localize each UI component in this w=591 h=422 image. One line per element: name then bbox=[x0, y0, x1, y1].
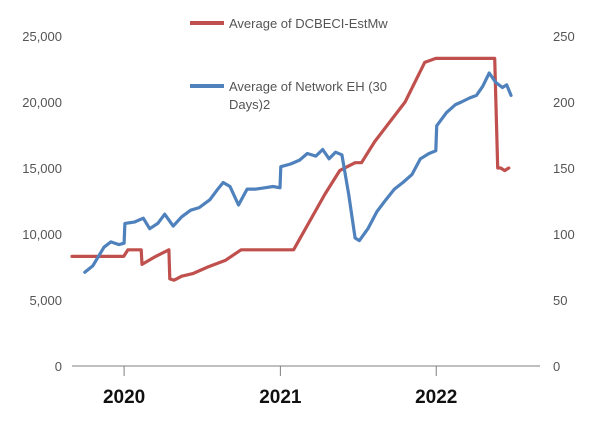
series-line-dcbeci bbox=[70, 56, 511, 282]
left-tick-label: 0 bbox=[55, 359, 62, 374]
series-line-network-eh bbox=[83, 71, 513, 274]
left-tick-label: 20,000 bbox=[22, 95, 62, 110]
right-tick-label: 200 bbox=[553, 95, 575, 110]
legend-label-dcbeci: Average of DCBECI-EstMw bbox=[229, 16, 388, 31]
right-tick-label: 150 bbox=[553, 161, 575, 176]
left-y-axis-ticks: 0 5,000 10,000 15,000 20,000 25,000 bbox=[22, 29, 62, 374]
left-tick-label: 10,000 bbox=[22, 227, 62, 242]
legend-label-network-eh: Average of Network EH (30 Days)2 bbox=[229, 79, 387, 112]
x-axis-ticks: 2020 2021 2022 bbox=[103, 366, 457, 408]
series-lines bbox=[70, 56, 513, 282]
legend: Average of DCBECI-EstMw Average of Netwo… bbox=[190, 16, 388, 112]
x-tick-label: 2020 bbox=[103, 387, 145, 408]
x-tick-label: 2022 bbox=[415, 387, 457, 408]
left-tick-label: 25,000 bbox=[22, 29, 62, 44]
right-tick-label: 100 bbox=[553, 227, 575, 242]
right-tick-label: 0 bbox=[553, 359, 560, 374]
left-tick-label: 5,000 bbox=[29, 293, 62, 308]
right-tick-label: 50 bbox=[553, 293, 567, 308]
right-tick-label: 250 bbox=[553, 29, 575, 44]
left-tick-label: 15,000 bbox=[22, 161, 62, 176]
right-y-axis-ticks: 0 50 100 150 200 250 bbox=[553, 29, 575, 374]
x-tick-label: 2021 bbox=[259, 387, 302, 408]
